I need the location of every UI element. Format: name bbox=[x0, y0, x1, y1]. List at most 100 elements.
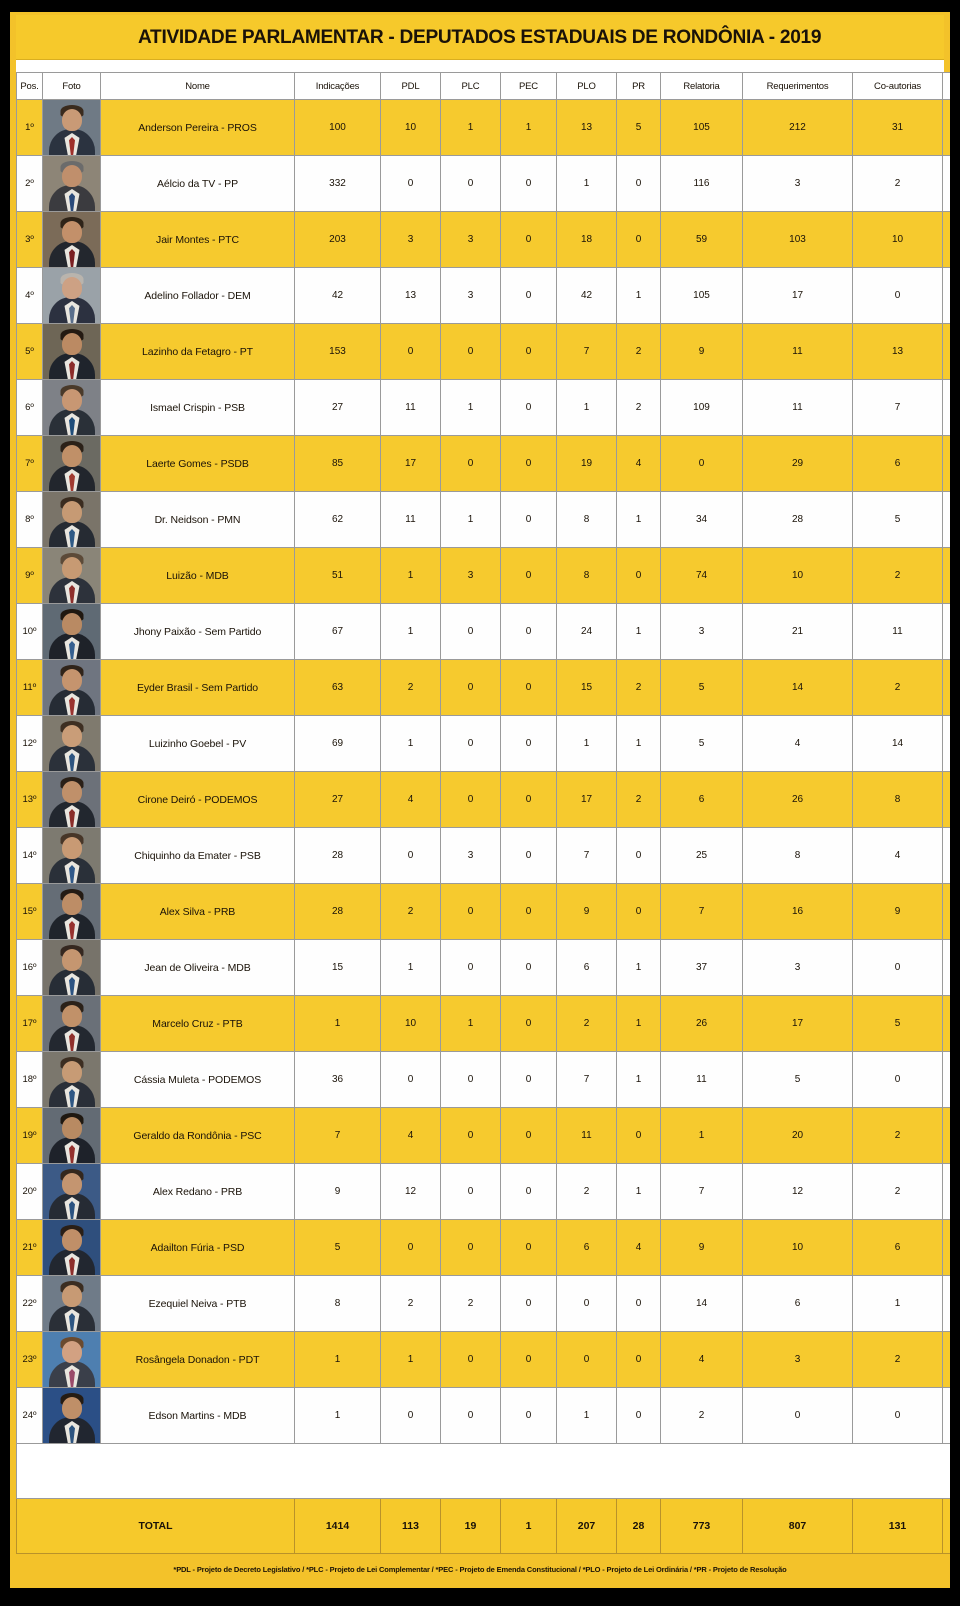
col-header-pr: PR bbox=[616, 72, 661, 100]
cell-pr: 0 bbox=[616, 211, 661, 268]
cell-coautorias: 6 bbox=[852, 1219, 943, 1276]
cell-indicacoes: 28 bbox=[294, 827, 381, 884]
cell-indicacoes: 63 bbox=[294, 659, 381, 716]
cell-plo: 15 bbox=[556, 659, 617, 716]
cell-indicacoes: 100 bbox=[294, 99, 381, 156]
avatar-face bbox=[62, 221, 82, 243]
cell-pr: 1 bbox=[616, 939, 661, 996]
avatar bbox=[43, 1332, 100, 1387]
cell-plo: 6 bbox=[556, 939, 617, 996]
cell-pec: 0 bbox=[500, 1163, 557, 1220]
avatar-tie bbox=[69, 249, 75, 267]
col-header-requerimentos: Requerimentos bbox=[742, 72, 853, 100]
cell-relatoria: 37 bbox=[660, 939, 743, 996]
avatar-face bbox=[62, 1061, 82, 1083]
cell-total: 11 bbox=[942, 1331, 950, 1388]
cell-total: 223 bbox=[942, 267, 950, 324]
infographic-sheet: ATIVIDADE PARLAMENTAR - DEPUTADOS ESTADU… bbox=[10, 12, 950, 1588]
cell-plc: 0 bbox=[440, 323, 501, 380]
cell-plc: 0 bbox=[440, 1387, 501, 1444]
cell-pr: 1 bbox=[616, 995, 661, 1052]
deputy-photo-cell bbox=[42, 827, 101, 884]
cell-requerimentos: 11 bbox=[742, 323, 853, 380]
cell-total: 47 bbox=[942, 1107, 950, 1164]
header-row: Pos. Foto Nome Indicações PDL PLC PEC PL… bbox=[16, 72, 950, 100]
cell-requerimentos: 10 bbox=[742, 1219, 853, 1276]
cell-pdl: 0 bbox=[380, 155, 441, 212]
cell-requerimentos: 17 bbox=[742, 995, 853, 1052]
avatar-face bbox=[62, 613, 82, 635]
cell-plc: 1 bbox=[440, 995, 501, 1052]
cell-plc: 0 bbox=[440, 435, 501, 492]
cell-indicacoes: 27 bbox=[294, 771, 381, 828]
cell-pdl: 3 bbox=[380, 211, 441, 268]
cell-requerimentos: 10 bbox=[742, 547, 853, 604]
cell-pdl: 1 bbox=[380, 1331, 441, 1388]
cell-plo: 7 bbox=[556, 1051, 617, 1108]
deputy-name: Dr. Neidson - PMN bbox=[100, 491, 295, 548]
col-header-plc: PLC bbox=[440, 72, 501, 100]
cell-pec: 0 bbox=[500, 1331, 557, 1388]
cell-indicacoes: 67 bbox=[294, 603, 381, 660]
deputy-name: Ezequiel Neiva - PTB bbox=[100, 1275, 295, 1332]
cell-pr: 4 bbox=[616, 435, 661, 492]
cell-plc: 0 bbox=[440, 1219, 501, 1276]
avatar-face bbox=[62, 1229, 82, 1251]
avatar bbox=[43, 324, 100, 379]
cell-relatoria: 1 bbox=[660, 1107, 743, 1164]
deputy-photo-cell bbox=[42, 1163, 101, 1220]
cell-coautorias: 2 bbox=[852, 1107, 943, 1164]
footnote-abbreviations: *PDL - Projeto de Decreto Legislativo / … bbox=[173, 1565, 787, 1574]
cell-indicacoes: 69 bbox=[294, 715, 381, 772]
cell-pr: 1 bbox=[616, 491, 661, 548]
cell-total: 153 bbox=[942, 435, 950, 492]
cell-plo: 13 bbox=[556, 99, 617, 156]
cell-indicacoes: 332 bbox=[294, 155, 381, 212]
avatar-tie bbox=[69, 809, 75, 827]
avatar-face bbox=[62, 109, 82, 131]
avatar-face bbox=[62, 165, 82, 187]
cell-requerimentos: 11 bbox=[742, 379, 853, 436]
cell-relatoria: 105 bbox=[660, 267, 743, 324]
row-position: 19º bbox=[16, 1107, 43, 1164]
cell-requerimentos: 17 bbox=[742, 267, 853, 324]
cell-plo: 1 bbox=[556, 155, 617, 212]
row-position: 16º bbox=[16, 939, 43, 996]
avatar-tie bbox=[69, 1425, 75, 1443]
cell-pec: 0 bbox=[500, 435, 557, 492]
avatar-tie bbox=[69, 417, 75, 435]
cell-relatoria: 5 bbox=[660, 659, 743, 716]
cell-pr: 5 bbox=[616, 99, 661, 156]
cell-relatoria: 2 bbox=[660, 1387, 743, 1444]
cell-relatoria: 59 bbox=[660, 211, 743, 268]
cell-total: 454 bbox=[942, 155, 950, 212]
cell-total: 33 bbox=[942, 1275, 950, 1332]
deputy-name: Geraldo da Rondônia - PSC bbox=[100, 1107, 295, 1164]
grand-total: 3312 bbox=[942, 1498, 950, 1554]
cell-relatoria: 6 bbox=[660, 771, 743, 828]
cell-pec: 0 bbox=[500, 827, 557, 884]
avatar bbox=[43, 772, 100, 827]
deputy-name: Jhony Paixão - Sem Partido bbox=[100, 603, 295, 660]
cell-pec: 0 bbox=[500, 379, 557, 436]
avatar-tie bbox=[69, 193, 75, 211]
avatar-face bbox=[62, 1117, 82, 1139]
spacer-cell bbox=[16, 1443, 950, 1499]
cell-pr: 0 bbox=[616, 827, 661, 884]
avatar bbox=[43, 1276, 100, 1331]
cell-indicacoes: 1 bbox=[294, 1387, 381, 1444]
totals-requerimentos: 807 bbox=[742, 1498, 853, 1554]
cell-requerimentos: 0 bbox=[742, 1387, 853, 1444]
cell-pec: 0 bbox=[500, 1219, 557, 1276]
avatar-face bbox=[62, 949, 82, 971]
deputy-photo-cell bbox=[42, 883, 101, 940]
cell-coautorias: 2 bbox=[852, 1163, 943, 1220]
cell-plc: 0 bbox=[440, 715, 501, 772]
deputy-name: Luizão - MDB bbox=[100, 547, 295, 604]
cell-plo: 1 bbox=[556, 1387, 617, 1444]
avatar-tie bbox=[69, 753, 75, 771]
